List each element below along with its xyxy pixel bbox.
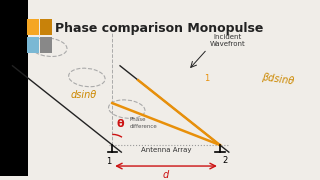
Text: Incident
Wavefront: Incident Wavefront — [210, 34, 245, 47]
Bar — [27, 37, 39, 53]
Text: 1: 1 — [204, 74, 210, 83]
Text: 2: 2 — [222, 156, 227, 165]
Text: dsinθ: dsinθ — [71, 90, 97, 100]
Bar — [40, 19, 52, 35]
Text: Phase comparison Monopulse: Phase comparison Monopulse — [55, 22, 264, 35]
Text: 1: 1 — [107, 157, 112, 166]
Bar — [40, 37, 52, 53]
Text: d: d — [163, 170, 169, 180]
Text: Antenna Array: Antenna Array — [141, 147, 191, 153]
Bar — [0, 0, 28, 176]
Text: Phase
difference: Phase difference — [130, 117, 157, 129]
Text: θ: θ — [116, 119, 124, 129]
Text: βdsinθ: βdsinθ — [261, 72, 295, 86]
Bar — [27, 19, 39, 35]
